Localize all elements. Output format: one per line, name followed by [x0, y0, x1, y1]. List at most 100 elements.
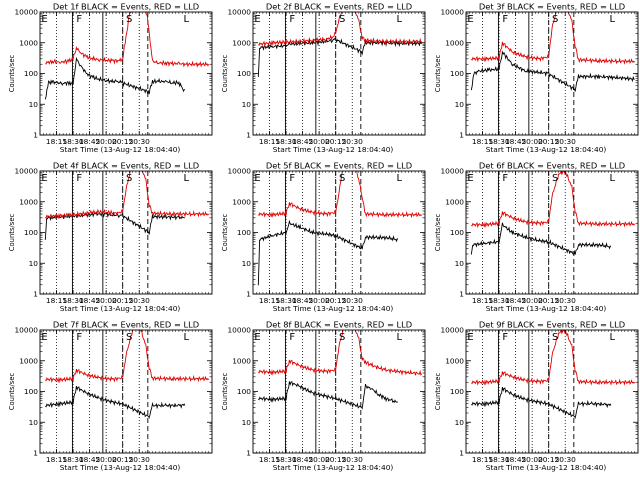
series-events-line [471, 386, 612, 419]
x-tick-label: 20:00 [95, 137, 117, 146]
series-events-line [470, 50, 635, 92]
x-axis-label: Start Time (13-Aug-12 18:04:40) [486, 304, 607, 313]
y-tick-label: 1 [459, 290, 464, 299]
y-tick-label: 1000 [19, 38, 38, 47]
chart-title: Det 2f BLACK = Events, RED = LLD [266, 2, 412, 12]
y-tick-label: 100 [450, 387, 464, 396]
x-tick-label: 20:30 [129, 137, 151, 146]
event-marker-e: E [41, 173, 47, 184]
x-tick-label: 18:30 [488, 296, 510, 305]
x-tick-label: 18:45 [292, 296, 314, 305]
series-events-line [44, 210, 185, 240]
x-tick-label: 20:30 [129, 296, 151, 305]
event-marker-s: S [339, 332, 345, 343]
x-tick-label: 20:00 [308, 455, 330, 464]
event-marker-s: S [552, 332, 558, 343]
series-lld-line [471, 171, 636, 229]
event-marker-l: L [610, 173, 616, 184]
y-tick-label: 100 [24, 387, 38, 396]
y-tick-label: 10000 [14, 326, 38, 335]
x-tick-label: 18:15 [259, 296, 281, 305]
event-marker-s: S [126, 14, 132, 25]
x-tick-label: 18:30 [62, 455, 84, 464]
y-tick-label: 1000 [445, 356, 464, 365]
x-tick-label: 20:30 [555, 455, 577, 464]
x-axis-label: Start Time (13-Aug-12 18:04:40) [60, 304, 181, 313]
x-tick-label: 20:00 [521, 455, 543, 464]
panel-8: Det 8f BLACK = Events, RED = LLD 1 10 100 10… [221, 320, 426, 472]
y-tick-label: 1 [33, 449, 38, 458]
x-tick-label: 18:30 [275, 296, 297, 305]
plot-frame [39, 11, 213, 136]
event-marker-e: E [254, 332, 260, 343]
x-axis-label: Start Time (13-Aug-12 18:04:40) [273, 304, 394, 313]
series-lld-line [258, 12, 423, 47]
y-tick-label: 100 [450, 69, 464, 78]
x-tick-label: 18:45 [79, 296, 101, 305]
event-marker-l: L [184, 332, 190, 343]
x-tick-label: 18:30 [488, 455, 510, 464]
event-marker-e: E [254, 173, 260, 184]
event-marker-f: F [76, 332, 82, 343]
panel-2: Det 2f BLACK = Events, RED = LLD 1 10 100 10… [221, 2, 426, 154]
x-axis-label: Start Time (13-Aug-12 18:04:40) [486, 463, 607, 472]
event-marker-e: E [467, 173, 473, 184]
event-marker-l: L [184, 173, 190, 184]
event-marker-s: S [339, 173, 345, 184]
x-tick-label: 18:30 [275, 455, 297, 464]
event-marker-f: F [502, 14, 508, 25]
x-tick-label: 20:00 [95, 296, 117, 305]
x-tick-label: 20:15 [538, 455, 560, 464]
event-marker-l: L [610, 332, 616, 343]
panel-1: Det 1f BLACK = Events, RED = LLD 1 10 100 10… [8, 2, 213, 154]
x-tick-label: 20:30 [555, 137, 577, 146]
chart-title: Det 7f BLACK = Events, RED = LLD [53, 320, 199, 330]
x-axis-label: Start Time (13-Aug-12 18:04:40) [486, 145, 607, 154]
y-tick-label: 10 [455, 418, 465, 427]
y-tick-label: 10000 [14, 167, 38, 176]
x-tick-label: 20:30 [342, 296, 364, 305]
x-tick-label: 20:15 [112, 455, 134, 464]
panel-5: Det 5f BLACK = Events, RED = LLD 1 10 100 10… [221, 161, 426, 313]
panel-9: Det 9f BLACK = Events, RED = LLD 1 10 100 10… [434, 320, 639, 472]
x-tick-label: 20:15 [112, 137, 134, 146]
panel-3: Det 3f BLACK = Events, RED = LLD 1 10 100 10… [434, 2, 639, 154]
y-axis-label: Counts/sec [221, 55, 229, 93]
y-tick-label: 10 [242, 100, 252, 109]
x-tick-label: 18:45 [505, 296, 527, 305]
plot-frame [252, 11, 426, 136]
plot-frame [465, 329, 639, 454]
y-tick-label: 1 [459, 131, 464, 140]
x-tick-label: 20:15 [325, 296, 347, 305]
event-marker-s: S [126, 332, 132, 343]
y-tick-label: 1000 [232, 38, 251, 47]
event-marker-s: S [339, 14, 345, 25]
event-marker-f: F [76, 173, 82, 184]
x-tick-label: 20:15 [325, 455, 347, 464]
y-tick-label: 10000 [440, 326, 464, 335]
chart-title: Det 1f BLACK = Events, RED = LLD [53, 2, 199, 12]
x-tick-label: 18:45 [505, 455, 527, 464]
x-tick-label: 20:30 [129, 455, 151, 464]
y-axis-label: Counts/sec [434, 214, 442, 252]
plot-frame [465, 170, 639, 295]
y-tick-label: 1000 [445, 197, 464, 206]
series-events-line [44, 56, 185, 100]
y-tick-label: 1 [246, 290, 251, 299]
y-tick-label: 10 [455, 259, 465, 268]
y-tick-label: 10000 [440, 167, 464, 176]
chart-title: Det 9f BLACK = Events, RED = LLD [479, 320, 625, 330]
x-tick-label: 20:30 [342, 137, 364, 146]
x-tick-label: 18:15 [46, 137, 68, 146]
y-tick-label: 1000 [19, 197, 38, 206]
series-events-line [258, 380, 399, 410]
y-tick-label: 10000 [227, 167, 251, 176]
event-marker-f: F [502, 173, 508, 184]
y-tick-label: 1000 [232, 197, 251, 206]
event-marker-l: L [397, 14, 403, 25]
x-tick-label: 18:30 [488, 137, 510, 146]
y-tick-label: 100 [237, 387, 251, 396]
y-tick-label: 10 [29, 418, 39, 427]
y-tick-label: 10 [242, 418, 252, 427]
event-marker-f: F [289, 332, 295, 343]
